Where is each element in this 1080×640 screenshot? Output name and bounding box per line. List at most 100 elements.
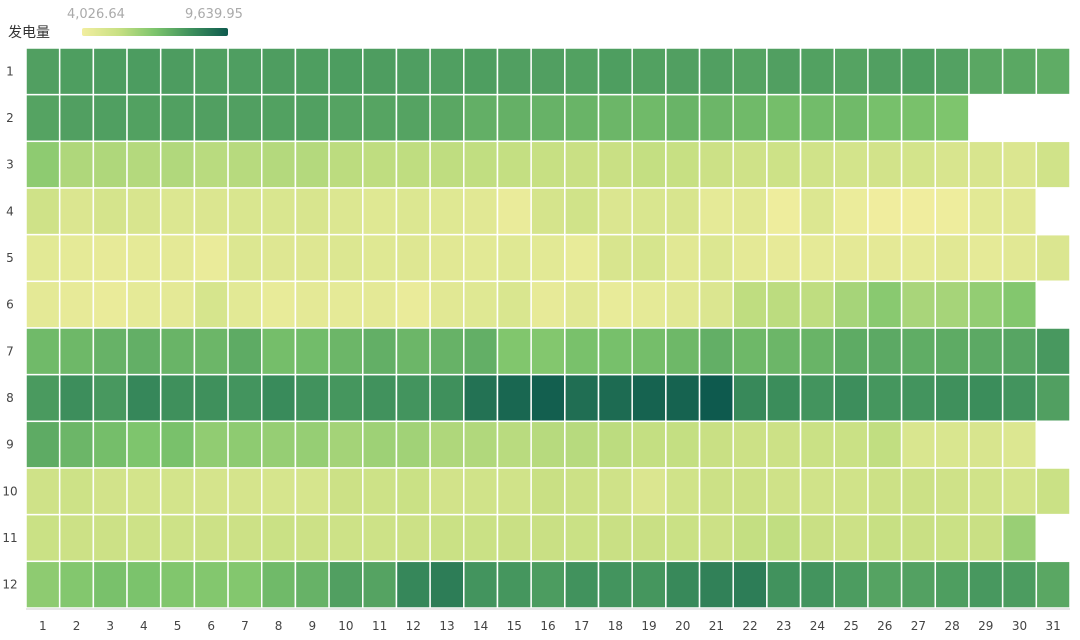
heatmap-cell: [294, 47, 330, 96]
heatmap-cell: [564, 187, 600, 236]
heatmap-cell: [799, 327, 836, 376]
heatmap-cell: [159, 513, 196, 563]
heatmap-cell: [530, 47, 566, 96]
x-tick-label: 28: [944, 619, 959, 633]
heatmap-cell: [159, 467, 196, 516]
heatmap-cell: [395, 47, 431, 96]
heatmap-cell: [597, 93, 633, 143]
heatmap-cell: [732, 140, 768, 189]
heatmap-cell: [362, 467, 398, 516]
heatmap-cell: [900, 140, 937, 189]
heatmap-cell: [530, 513, 566, 563]
heatmap-cell: [564, 93, 600, 143]
heatmap-cell: [25, 233, 61, 283]
y-tick-label: 3: [6, 158, 14, 172]
heatmap-cell: [294, 140, 330, 189]
x-tick-label: 9: [308, 619, 316, 633]
heatmap-cell: [1035, 140, 1071, 189]
heatmap-cell: [564, 280, 600, 329]
heatmap-cell: [1001, 233, 1038, 283]
legend-color-bar: [82, 28, 228, 36]
heatmap-cell: [833, 187, 869, 236]
heatmap-cell: [833, 93, 869, 143]
heatmap-cell: [362, 187, 398, 236]
heatmap-cell: [260, 280, 297, 329]
x-tick-label: 21: [709, 619, 724, 633]
heatmap-cell: [395, 467, 431, 516]
heatmap-cell: [1001, 373, 1038, 423]
heatmap-cell: [328, 513, 364, 563]
heatmap-cell: [968, 513, 1004, 563]
heatmap-cell: [631, 187, 667, 236]
heatmap-cell: [833, 47, 869, 96]
heatmap-cell: [126, 140, 162, 189]
heatmap-cell: [968, 187, 1004, 236]
heatmap-cell: [429, 513, 465, 563]
heatmap-cell: [799, 560, 836, 609]
x-tick-label: 2: [73, 619, 81, 633]
heatmap-cell: [530, 327, 566, 376]
x-tick-label: 14: [473, 619, 488, 633]
x-tick-label: 16: [540, 619, 555, 633]
heatmap-cell: [766, 560, 802, 609]
heatmap-cell: [92, 233, 128, 283]
x-tick-label: 29: [978, 619, 993, 633]
heatmap-cell: [564, 373, 600, 423]
y-tick-label: 12: [2, 578, 17, 592]
heatmap-cell: [159, 233, 196, 283]
y-tick-label: 10: [2, 484, 17, 498]
heatmap-cell: [631, 560, 667, 609]
heatmap-cell: [867, 560, 903, 609]
heatmap-cell: [665, 280, 701, 329]
heatmap-cell: [193, 233, 229, 283]
heatmap-cell: [631, 47, 667, 96]
heatmap-cell: [429, 233, 465, 283]
heatmap-cell: [732, 187, 768, 236]
x-tick-label: 23: [776, 619, 791, 633]
heatmap-cell: [564, 140, 600, 189]
heatmap-cell: [1035, 327, 1071, 376]
heatmap-cell: [463, 373, 499, 423]
heatmap-cell: [732, 373, 768, 423]
heatmap-cell: [496, 560, 532, 609]
heatmap-cell: [732, 280, 768, 329]
heatmap-cell: [260, 140, 297, 189]
heatmap-cell: [92, 513, 128, 563]
heatmap-cell: [732, 560, 768, 609]
heatmap-cell: [698, 327, 734, 376]
heatmap-cell: [1035, 420, 1071, 469]
heatmap-cell: [159, 93, 196, 143]
heatmap-cell: [25, 560, 61, 609]
heatmap-cell: [58, 467, 95, 516]
heatmap-cell: [362, 513, 398, 563]
heatmap-cell: [564, 513, 600, 563]
heatmap-cell: [58, 420, 95, 469]
heatmap-cell: [698, 280, 734, 329]
heatmap-cell: [766, 47, 802, 96]
heatmap-cell: [463, 420, 499, 469]
heatmap-cell: [496, 233, 532, 283]
x-tick-label: 30: [1012, 619, 1027, 633]
heatmap-cell: [328, 280, 364, 329]
heatmap-cell: [665, 233, 701, 283]
heatmap-cells: [25, 47, 1071, 609]
heatmap-cell: [597, 327, 633, 376]
heatmap-cell: [159, 280, 196, 329]
heatmap-cell: [294, 327, 330, 376]
heatmap-cell: [833, 513, 869, 563]
heatmap-cell: [126, 187, 162, 236]
heatmap-cell: [766, 140, 802, 189]
heatmap-cell: [867, 233, 903, 283]
heatmap-cell: [126, 233, 162, 283]
heatmap-cell: [900, 467, 937, 516]
heatmap-cell: [92, 187, 128, 236]
heatmap-cell: [429, 93, 465, 143]
heatmap-cell: [900, 560, 937, 609]
heatmap-cell: [25, 187, 61, 236]
heatmap-cell: [126, 513, 162, 563]
heatmap-cell: [92, 373, 128, 423]
heatmap-cell: [227, 513, 263, 563]
heatmap-cell: [597, 47, 633, 96]
heatmap-cell: [227, 47, 263, 96]
heatmap-cell: [1001, 327, 1038, 376]
